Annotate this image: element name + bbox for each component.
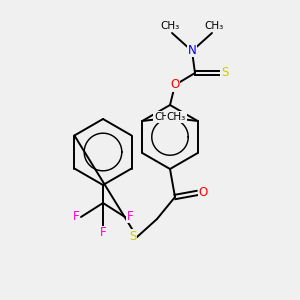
- Text: CH₃: CH₃: [154, 112, 173, 122]
- Text: F: F: [73, 209, 79, 223]
- Text: N: N: [188, 44, 196, 56]
- Text: S: S: [221, 67, 229, 80]
- Text: O: O: [198, 187, 208, 200]
- Text: F: F: [100, 226, 106, 239]
- Text: O: O: [170, 79, 180, 92]
- Text: CH₃: CH₃: [167, 112, 186, 122]
- Text: S: S: [129, 230, 137, 242]
- Text: F: F: [127, 209, 133, 223]
- Text: CH₃: CH₃: [160, 21, 180, 31]
- Text: CH₃: CH₃: [204, 21, 224, 31]
